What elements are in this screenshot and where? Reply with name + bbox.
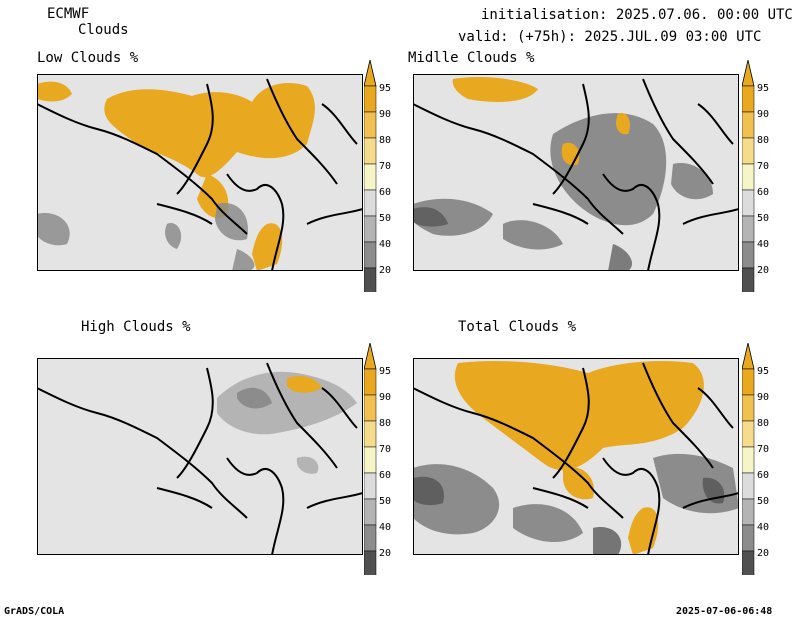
colorbar-segment [741,420,755,448]
colorbar-label: 20 [757,548,769,559]
model-name: ECMWF [47,6,90,22]
colorbar-label: 80 [379,418,391,429]
colorbar-middle: 95 90 80 70 60 50 40 20 [741,59,788,319]
colorbar-segment [741,85,755,113]
colorbar-label: 40 [379,239,391,250]
colorbar-label: 90 [379,109,391,120]
colorbar-top-arrow [741,59,755,87]
colorbar-svg: 95 90 80 70 60 50 40 20 [741,59,769,319]
colorbar-label: 40 [757,522,769,533]
colorbar-label: 70 [757,161,769,172]
colorbar-segment [363,550,377,578]
colorbar-label: 60 [757,187,769,198]
map-total-clouds [413,358,739,555]
colorbar-segment [363,472,377,500]
colorbar-label: 90 [757,109,769,120]
colorbar-top-arrow [363,342,377,370]
colorbar-segment [363,189,377,217]
colorbar-segment [741,368,755,396]
colorbar-label: 40 [379,522,391,533]
map-low-clouds [37,74,363,271]
colorbar-segment [741,550,755,578]
colorbar-label: 95 [379,366,391,377]
colorbar-label: 60 [757,470,769,481]
colorbar-label: 50 [379,213,391,224]
colorbar-label: 60 [379,187,391,198]
colorbar-segment [363,241,377,269]
valid-time: valid: (+75h): 2025.JUL.09 03:00 UTC [458,29,762,45]
colorbar-segment [363,85,377,113]
colorbar-svg: 95 90 80 70 60 50 40 20 [363,342,391,602]
colorbar-label: 50 [379,496,391,507]
footer-software: GrADS/COLA [4,606,65,617]
colorbar-label: 90 [379,392,391,403]
colorbar-label: 70 [379,161,391,172]
colorbar-label: 20 [379,265,391,276]
colorbar-segment [363,215,377,243]
colorbar-segment [741,472,755,500]
colorbar-segment [741,241,755,269]
colorbar-label: 80 [757,135,769,146]
map-middle-clouds [413,74,739,271]
panel-title-high: High Clouds % [81,319,191,335]
colorbar-segment [741,215,755,243]
init-time: initialisation: 2025.07.06. 00:00 UTC [481,7,793,23]
colorbar-segment [363,394,377,422]
colorbar-label: 20 [757,265,769,276]
colorbar-segment [363,163,377,191]
colorbar-segment [741,498,755,526]
panel-title-low: Low Clouds % [37,50,139,66]
panel-title-middle: Midlle Clouds % [408,50,535,66]
colorbar-label: 95 [757,366,769,377]
colorbar-label: 40 [757,239,769,250]
colorbar-segment [741,267,755,295]
colorbar-label: 50 [757,496,769,507]
colorbar-label: 80 [379,135,391,146]
cloud-field [37,81,315,271]
colorbar-segment [363,420,377,448]
colorbar-label: 95 [757,83,769,94]
colorbar-label: 70 [757,444,769,455]
colorbar-label: 95 [379,83,391,94]
map-high-clouds [37,358,363,555]
colorbar-svg: 95 90 80 70 60 50 40 20 [741,342,769,602]
colorbar-label: 50 [757,213,769,224]
colorbar-segment [741,163,755,191]
colorbar-low: 95 90 80 70 60 50 40 20 [363,59,410,319]
colorbar-segment [741,446,755,474]
colorbar-svg: 95 90 80 70 60 50 40 20 [363,59,391,319]
colorbar-segment [741,524,755,552]
colorbar-segment [741,189,755,217]
colorbar-label: 60 [379,470,391,481]
colorbar-top-arrow [363,59,377,87]
colorbar-label: 20 [379,548,391,559]
colorbar-segment [363,368,377,396]
colorbar-segment [363,267,377,295]
colorbar-segment [363,446,377,474]
colorbar-segment [363,111,377,139]
colorbar-segment [363,498,377,526]
colorbar-segment [741,137,755,165]
colorbar-segment [741,111,755,139]
product-name: Clouds [78,22,129,38]
colorbar-label: 70 [379,444,391,455]
colorbar-label: 80 [757,418,769,429]
colorbar-segment [363,137,377,165]
footer-timestamp: 2025-07-06-06:48 [676,606,773,617]
colorbar-label: 90 [757,392,769,403]
colorbar-top-arrow [741,342,755,370]
colorbar-segment [363,524,377,552]
colorbar-total: 95 90 80 70 60 50 40 20 [741,342,788,602]
colorbar-segment [741,394,755,422]
panel-title-total: Total Clouds % [458,319,577,335]
colorbar-high: 95 90 80 70 60 50 40 20 [363,342,410,602]
